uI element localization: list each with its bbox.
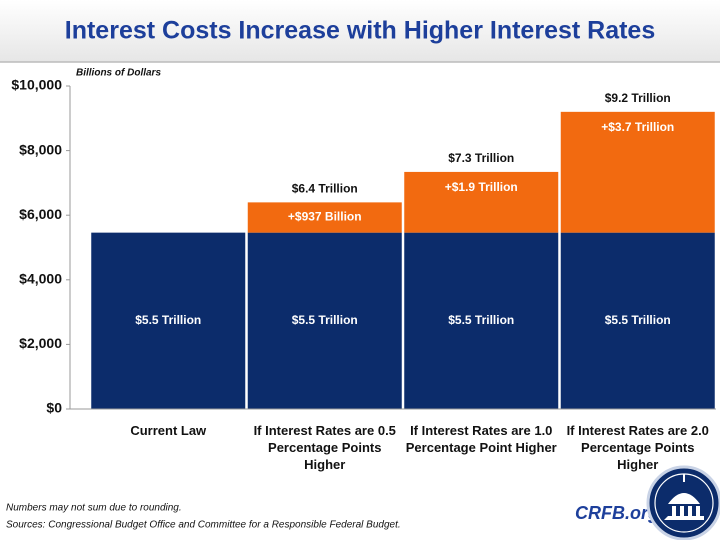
brand: CRFB.org bbox=[575, 503, 659, 523]
bar-segment bbox=[560, 232, 715, 409]
x-tick-label: If Interest Rates are 2.0 Percentage Poi… bbox=[566, 423, 709, 472]
value-label: +$937 Billion bbox=[288, 210, 362, 224]
value-label: $5.5 Trillion bbox=[292, 313, 358, 327]
total-label: $7.3 Trillion bbox=[448, 151, 514, 165]
value-label: +$1.9 Trillion bbox=[445, 180, 518, 194]
header-band bbox=[0, 0, 720, 62]
x-tick-label: If Interest Rates are 0.5 Percentage Poi… bbox=[253, 423, 396, 472]
bar-segment bbox=[404, 171, 559, 233]
chart-title: Interest Costs Increase with Higher Inte… bbox=[65, 17, 655, 45]
x-tick-label: Current Law bbox=[130, 423, 207, 438]
bar-segment bbox=[560, 111, 715, 233]
total-label: $9.2 Trillion bbox=[605, 91, 671, 105]
value-label: $5.5 Trillion bbox=[605, 313, 671, 327]
footnote: Numbers may not sum due to rounding. bbox=[6, 503, 182, 514]
y-tick-label: $2,000 bbox=[19, 335, 62, 351]
y-tick-label: $6,000 bbox=[19, 206, 62, 222]
y-axis-label: Billions of Dollars bbox=[76, 68, 161, 79]
value-label: +$3.7 Trillion bbox=[601, 120, 674, 134]
y-tick-label: $4,000 bbox=[19, 271, 62, 287]
bar-segment bbox=[404, 232, 559, 409]
y-tick-label: $0 bbox=[46, 400, 62, 416]
y-tick-label: $10,000 bbox=[11, 77, 62, 93]
bar-segment bbox=[247, 232, 402, 409]
bar-segment bbox=[91, 232, 246, 409]
total-label: $6.4 Trillion bbox=[292, 182, 358, 196]
footnote: Sources: Congressional Budget Office and… bbox=[6, 520, 401, 531]
bar-segment bbox=[247, 202, 402, 233]
y-tick-label: $8,000 bbox=[19, 141, 62, 157]
value-label: $5.5 Trillion bbox=[135, 313, 201, 327]
logo bbox=[646, 465, 720, 540]
value-label: $5.5 Trillion bbox=[448, 313, 514, 327]
x-tick-label: If Interest Rates are 1.0 Percentage Poi… bbox=[405, 423, 557, 455]
